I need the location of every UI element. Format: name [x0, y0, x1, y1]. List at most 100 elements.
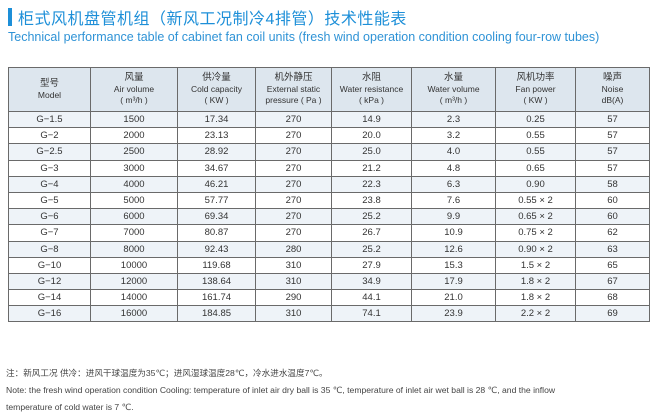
table-cell: 60 [575, 191, 650, 210]
table-cell: 57 [575, 143, 650, 161]
table-cell: 21.0 [411, 289, 496, 307]
table-cell: 22.3 [331, 175, 412, 193]
table-row: G−4 4000 46.21 270 22.3 6.3 0.90 58 [8, 175, 650, 193]
header-row: 型号 Model 风量 Air volume( m³/h ) 供冷量 Cold capac… [8, 67, 650, 112]
table-cell: 1.5 × 2 [495, 256, 576, 274]
table-cell: 0.90 [495, 175, 576, 193]
table-row: G−3 3000 34.67 270 21.2 4.8 0.65 57 [8, 159, 650, 177]
table-cell: 184.85 [177, 305, 256, 323]
column-header-unit: ( KW ) [523, 95, 548, 106]
table-row: G−16 16000 184.85 310 74.1 23.9 2.2 × 2 69 [8, 305, 650, 323]
column-header: 风机功率 Fan power( KW ) [495, 67, 576, 112]
table-cell: 0.90 × 2 [495, 240, 576, 258]
table-cell: 6.3 [411, 175, 496, 193]
table-cell: 270 [255, 175, 332, 193]
table-cell: 92.43 [177, 240, 256, 258]
table-cell: 62 [575, 224, 650, 242]
table-cell: G−1.5 [8, 110, 91, 129]
table-cell: G−8 [8, 240, 91, 258]
title-block: 柜式风机盘管机组（新风工况制冷4排管）技术性能表 Technical perfo… [8, 6, 648, 44]
title-chinese: 柜式风机盘管机组（新风工况制冷4排管）技术性能表 [18, 11, 407, 28]
table-row: G−2.5 2500 28.92 270 25.0 4.0 0.55 57 [8, 143, 650, 161]
column-header: 供冷量 Cold capacity( KW ) [177, 67, 256, 112]
table-cell: 57 [575, 110, 650, 129]
table-cell: 65 [575, 256, 650, 274]
table-row: G−14 14000 161.74 290 44.1 21.0 1.8 × 2 68 [8, 289, 650, 307]
notes-block: 注：新风工况 供冷：进风干球温度为35℃；进风湿球温度28℃，冷水进水温度7℃。… [6, 365, 656, 416]
title-accent-bar [8, 8, 12, 26]
table-cell: 270 [255, 143, 332, 161]
table-cell: 138.64 [177, 272, 256, 291]
table-cell: 57 [575, 127, 650, 145]
table-cell: 270 [255, 127, 332, 145]
column-header-unit: pressure ( Pa ) [265, 95, 322, 106]
column-header-cn: 水量 [443, 72, 463, 84]
column-header: 机外静压 External static pressure ( Pa ) [255, 67, 332, 112]
column-header-cn: 风机功率 [516, 72, 555, 84]
table-cell: 14000 [90, 289, 178, 307]
table-cell: G−7 [8, 224, 91, 242]
column-header: 风量 Air volume( m³/h ) [90, 67, 178, 112]
table-cell: 310 [255, 256, 332, 274]
table-cell: 270 [255, 208, 332, 226]
table-row: G−2 2000 23.13 270 20.0 3.2 0.55 57 [8, 127, 650, 145]
table-cell: 3000 [90, 159, 178, 177]
table-cell: 270 [255, 159, 332, 177]
table-row: G−6 6000 69.34 270 25.2 9.9 0.65 × 2 60 [8, 208, 650, 226]
table-cell: 57 [575, 159, 650, 177]
table-cell: 60 [575, 208, 650, 226]
table-cell: 8000 [90, 240, 178, 258]
table-cell: 270 [255, 191, 332, 210]
table-cell: 270 [255, 110, 332, 129]
table-cell: 0.75 × 2 [495, 224, 576, 242]
table-row: G−10 10000 119.68 310 27.9 15.3 1.5 × 2 65 [8, 256, 650, 274]
table-cell: G−16 [8, 305, 91, 323]
performance-table: 型号 Model 风量 Air volume( m³/h ) 供冷量 Cold capac… [8, 67, 650, 323]
table-cell: 17.9 [411, 272, 496, 291]
table-cell: 25.2 [331, 208, 412, 226]
table-cell: 5000 [90, 191, 178, 210]
table-row: G−12 12000 138.64 310 34.9 17.9 1.8 × 2 67 [8, 272, 650, 291]
column-header-cn: 机外静压 [274, 72, 313, 84]
column-header-en: Noise [601, 83, 624, 94]
table-cell: 4.8 [411, 159, 496, 177]
column-header-en: Water resistance [339, 83, 404, 94]
table-cell: G−2 [8, 127, 91, 145]
table-cell: 0.65 [495, 159, 576, 177]
column-header-unit: ( m³/h ) [120, 95, 148, 106]
column-header: 型号 Model [8, 67, 91, 112]
table-cell: G−4 [8, 175, 91, 193]
table-cell: 4000 [90, 175, 178, 193]
table-cell: 25.2 [331, 240, 412, 258]
table-cell: 63 [575, 240, 650, 258]
table-cell: 26.7 [331, 224, 412, 242]
table-cell: G−6 [8, 208, 91, 226]
table-cell: 280 [255, 240, 332, 258]
column-header-en: External static [266, 83, 321, 94]
table-cell: 25.0 [331, 143, 412, 161]
title-row: 柜式风机盘管机组（新风工况制冷4排管）技术性能表 [8, 6, 648, 28]
table-cell: 23.8 [331, 191, 412, 210]
table-cell: 9.9 [411, 208, 496, 226]
table-cell: 16000 [90, 305, 178, 323]
table-cell: 23.9 [411, 305, 496, 323]
table-cell: 0.55 [495, 143, 576, 161]
table-cell: G−14 [8, 289, 91, 307]
column-header-en: Water volume [427, 83, 480, 94]
table-row: G−1.5 1500 17.34 270 14.9 2.3 0.25 57 [8, 110, 650, 129]
table-cell: 12000 [90, 272, 178, 291]
table-cell: 21.2 [331, 159, 412, 177]
column-header-unit: ( KW ) [204, 95, 229, 106]
column-header-en: Cold capacity [190, 83, 243, 94]
table-cell: 80.87 [177, 224, 256, 242]
table-cell: 2000 [90, 127, 178, 145]
table-cell: 2.2 × 2 [495, 305, 576, 323]
table-cell: 6000 [90, 208, 178, 226]
table-cell: 58 [575, 175, 650, 193]
column-header-cn: 风量 [124, 72, 144, 84]
note-english-line2: temperature of cold water is 7 ℃. [6, 402, 134, 412]
column-header-unit: dB(A) [601, 95, 624, 106]
table-header: 型号 Model 风量 Air volume( m³/h ) 供冷量 Cold capac… [8, 67, 650, 112]
column-header-cn: 水阻 [361, 72, 381, 84]
table-cell: 34.67 [177, 159, 256, 177]
